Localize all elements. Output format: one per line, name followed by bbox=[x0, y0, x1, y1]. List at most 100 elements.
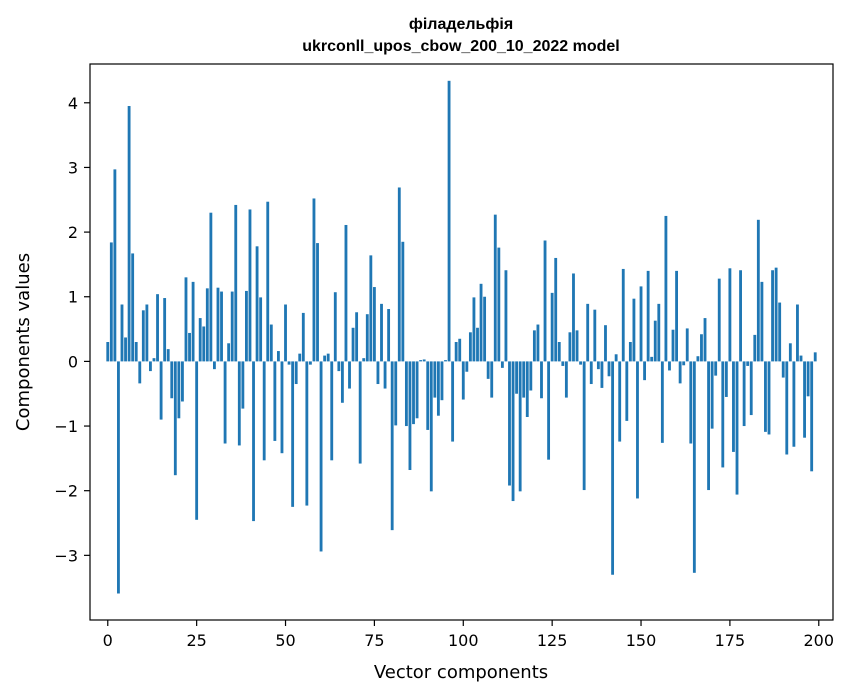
bar-51 bbox=[287, 361, 291, 365]
x-tick-label-50: 50 bbox=[275, 631, 295, 650]
bar-118 bbox=[525, 361, 529, 417]
bar-23 bbox=[188, 332, 191, 362]
bar-24 bbox=[191, 281, 195, 362]
bar-117 bbox=[522, 361, 526, 398]
y-axis: −3 −2 −1 0 1 2 3 4 bbox=[54, 94, 90, 565]
bar-44 bbox=[262, 361, 266, 461]
bar-110 bbox=[497, 247, 501, 362]
bar-114 bbox=[511, 361, 515, 502]
bar-170 bbox=[710, 361, 714, 429]
bar-182 bbox=[753, 334, 757, 362]
bar-82 bbox=[397, 187, 401, 362]
bar-173 bbox=[721, 361, 725, 468]
bar-133 bbox=[579, 361, 583, 365]
bar-143 bbox=[614, 354, 618, 362]
y-tick-label--2: −2 bbox=[54, 482, 78, 501]
bar-30 bbox=[213, 361, 216, 370]
bar-8 bbox=[134, 342, 138, 362]
bar-56 bbox=[305, 361, 309, 506]
x-tick-label-75: 75 bbox=[364, 631, 384, 650]
bar-93 bbox=[436, 361, 440, 416]
bar-72 bbox=[362, 358, 366, 362]
plot-frame bbox=[89, 63, 834, 621]
bar-142 bbox=[611, 361, 615, 575]
bar-141 bbox=[607, 361, 611, 377]
bar-192 bbox=[788, 343, 792, 362]
bar-86 bbox=[412, 361, 415, 425]
bar-162 bbox=[682, 361, 686, 366]
bar-64 bbox=[333, 292, 337, 362]
bar-94 bbox=[440, 361, 444, 401]
bar-126 bbox=[554, 257, 558, 362]
bar-180 bbox=[746, 361, 750, 366]
bar-115 bbox=[515, 361, 519, 394]
bar-166 bbox=[696, 356, 700, 362]
bar-198 bbox=[810, 361, 814, 472]
bar-34 bbox=[227, 343, 231, 362]
bar-125 bbox=[550, 292, 554, 362]
bar-149 bbox=[636, 361, 639, 499]
bar-37 bbox=[237, 361, 241, 446]
bar-185 bbox=[764, 361, 767, 432]
bar-77 bbox=[380, 303, 383, 362]
bar-22 bbox=[184, 277, 188, 362]
bar-35 bbox=[230, 291, 234, 362]
bar-1 bbox=[109, 242, 113, 362]
bar-50 bbox=[284, 304, 287, 362]
bar-12 bbox=[149, 361, 152, 372]
bar-177 bbox=[735, 361, 739, 495]
bar-150 bbox=[639, 286, 643, 362]
bar-46 bbox=[269, 324, 273, 362]
bar-136 bbox=[589, 361, 593, 385]
bar-123 bbox=[543, 240, 547, 362]
y-tick-label-3: 3 bbox=[68, 158, 78, 177]
bar-96 bbox=[447, 80, 451, 362]
bar-119 bbox=[529, 361, 533, 391]
bar-3 bbox=[117, 361, 120, 594]
bars-group bbox=[106, 80, 817, 594]
bar-175 bbox=[728, 268, 732, 362]
bar-113 bbox=[508, 361, 511, 486]
bar-71 bbox=[358, 361, 362, 464]
y-tick-label-1: 1 bbox=[68, 288, 78, 307]
bar-181 bbox=[749, 361, 753, 416]
bar-193 bbox=[792, 361, 796, 447]
bar-41 bbox=[252, 361, 255, 522]
bar-21 bbox=[181, 361, 184, 402]
bar-53 bbox=[294, 361, 298, 385]
bar-20 bbox=[177, 361, 181, 419]
bar-169 bbox=[707, 361, 710, 491]
bar-146 bbox=[625, 361, 629, 421]
x-tick-label-200: 200 bbox=[804, 631, 835, 650]
bar-158 bbox=[668, 361, 671, 371]
bar-194 bbox=[796, 304, 799, 362]
x-axis-label: Vector components bbox=[374, 662, 548, 683]
bar-27 bbox=[202, 326, 206, 362]
bar-122 bbox=[540, 361, 543, 399]
bar-65 bbox=[337, 361, 341, 372]
bar-183 bbox=[756, 219, 760, 362]
bar-98 bbox=[454, 342, 458, 362]
bar-103 bbox=[472, 297, 476, 362]
bar-151 bbox=[643, 361, 646, 381]
bar-4 bbox=[120, 304, 124, 362]
bar-197 bbox=[806, 361, 810, 397]
bar-66 bbox=[340, 361, 344, 403]
bar-127 bbox=[557, 342, 561, 362]
bar-171 bbox=[714, 361, 718, 376]
bar-131 bbox=[572, 273, 575, 362]
bar-68 bbox=[348, 361, 351, 389]
bar-11 bbox=[145, 304, 149, 362]
bar-124 bbox=[547, 361, 551, 460]
bar-85 bbox=[408, 361, 412, 471]
chart-subtitle: ukrconll_upos_cbow_200_10_2022 model bbox=[302, 38, 619, 55]
bar-140 bbox=[604, 325, 607, 362]
bar-179 bbox=[742, 361, 746, 427]
bar-106 bbox=[483, 296, 487, 362]
bar-40 bbox=[248, 209, 252, 362]
bar-160 bbox=[675, 270, 678, 362]
bar-164 bbox=[689, 361, 693, 444]
bar-154 bbox=[653, 320, 657, 362]
bar-14 bbox=[156, 294, 159, 362]
bar-28 bbox=[205, 288, 209, 362]
